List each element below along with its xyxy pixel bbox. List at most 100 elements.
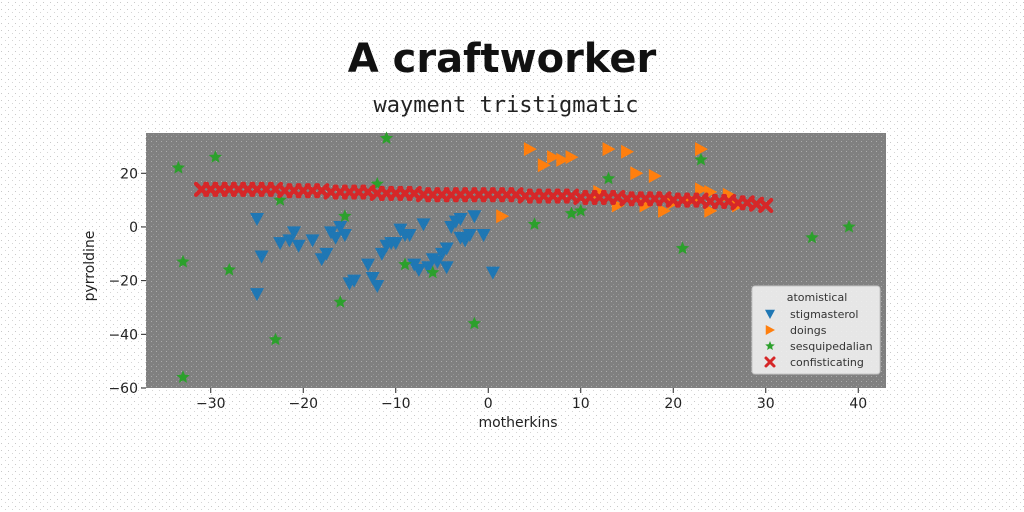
legend-items: stigmasterol doings sesquipedalian confisti…: [764, 308, 873, 369]
data-point-doings: [695, 142, 708, 157]
data-point-sesquipedalian: [208, 150, 222, 163]
legend-label-confisticating: confisticating: [790, 356, 864, 369]
data-point-stigmasterol: [347, 274, 362, 288]
data-point-stigmasterol: [254, 250, 269, 264]
x-tick-label: 40: [849, 396, 867, 412]
y-axis: −60 −40 −20 0 20: [108, 166, 146, 397]
data-point-stigmasterol: [476, 229, 491, 242]
data-point-stigmasterol: [388, 237, 403, 251]
data-point-stigmasterol: [411, 263, 426, 277]
data-point-sesquipedalian: [222, 262, 236, 276]
data-point-sesquipedalian: [527, 217, 542, 230]
x-tick-label: −30: [196, 396, 226, 412]
data-point-doings: [537, 158, 551, 173]
data-point-stigmasterol: [421, 261, 436, 275]
data-point-stigmasterol: [273, 237, 288, 251]
data-point-doings: [648, 168, 662, 183]
data-point-sesquipedalian: [467, 316, 481, 330]
y-tick-label: −20: [108, 274, 138, 290]
data-point-doings: [496, 209, 510, 224]
data-point-sesquipedalian: [273, 193, 287, 206]
data-point-sesquipedalian: [805, 230, 819, 244]
data-point-sesquipedalian: [574, 203, 588, 217]
data-point-stigmasterol: [337, 229, 352, 242]
data-point-sesquipedalian: [842, 219, 856, 233]
y-tick-label: −60: [108, 381, 138, 397]
data-point-stigmasterol: [365, 271, 380, 285]
data-point-doings: [547, 150, 560, 165]
legend-marker-stigmasterol: [765, 309, 775, 319]
data-point-doings: [565, 150, 579, 165]
data-point-stigmasterol: [453, 212, 468, 226]
data-point-stigmasterol: [361, 258, 375, 272]
y-tick-label: 20: [120, 166, 138, 182]
data-point-sesquipedalian: [379, 131, 394, 144]
data-point-stigmasterol: [462, 229, 477, 242]
legend-marker-doings: [765, 325, 775, 335]
legend-label-doings: doings: [790, 324, 827, 337]
series-confisticating: [193, 181, 774, 214]
data-point-sesquipedalian: [176, 370, 190, 383]
legend-marker-sesquipedalian: [765, 341, 775, 350]
series-marks: [171, 131, 856, 383]
data-point-doings: [602, 142, 616, 157]
series-stigmasterol: [250, 210, 500, 302]
data-point-sesquipedalian: [675, 241, 690, 255]
data-point-doings: [630, 166, 644, 181]
data-point-sesquipedalian: [398, 257, 412, 271]
data-point-confisticating: [758, 197, 774, 214]
legend-label-sesquipedalian: sesquipedalian: [790, 340, 873, 353]
data-point-stigmasterol: [282, 234, 297, 248]
legend-label-stigmasterol: stigmasterol: [790, 308, 858, 321]
data-point-stigmasterol: [430, 255, 445, 269]
legend-title: atomistical: [787, 291, 848, 304]
y-axis-label: pyrroldine: [82, 231, 98, 302]
data-point-sesquipedalian: [601, 171, 616, 185]
data-point-stigmasterol: [467, 210, 482, 224]
data-point-doings: [556, 152, 570, 167]
data-point-sesquipedalian: [268, 332, 283, 346]
data-point-stigmasterol: [416, 218, 431, 232]
data-point-doings: [658, 203, 671, 218]
data-point-sesquipedalian: [176, 254, 190, 268]
x-axis-label: motherkins: [478, 415, 557, 431]
legend: atomistical stigmasterol doings sesquipeda…: [751, 285, 881, 375]
data-point-stigmasterol: [250, 288, 264, 302]
series-sesquipedalian: [171, 131, 856, 383]
data-point-sesquipedalian: [426, 265, 440, 279]
chart-title: A craftworker: [348, 36, 657, 82]
data-point-sesquipedalian: [694, 152, 708, 166]
data-point-stigmasterol: [402, 229, 417, 242]
x-tick-label: 30: [757, 396, 775, 412]
legend-marker-confisticating: [764, 356, 776, 368]
data-point-stigmasterol: [439, 242, 454, 256]
data-point-stigmasterol: [328, 231, 343, 245]
data-point-stigmasterol: [250, 212, 264, 226]
chart-subtitle: wayment tristigmatic: [374, 93, 639, 118]
x-tick-label: 10: [572, 396, 590, 412]
x-tick-label: −10: [381, 396, 411, 412]
x-tick-label: 20: [664, 396, 682, 412]
x-tick-label: −20: [288, 396, 318, 412]
x-axis: −30 −20 −10 0 10 20 30 40: [196, 388, 867, 412]
data-point-stigmasterol: [287, 226, 301, 240]
legend-box: [751, 285, 881, 375]
data-point-doings: [621, 144, 634, 159]
data-point-doings: [523, 142, 537, 157]
data-point-stigmasterol: [291, 239, 306, 253]
y-tick-label: −40: [108, 327, 138, 343]
data-point-sesquipedalian: [564, 206, 579, 220]
data-point-sesquipedalian: [333, 295, 347, 308]
data-point-stigmasterol: [333, 220, 348, 234]
data-point-stigmasterol: [485, 266, 500, 280]
data-point-stigmasterol: [305, 234, 320, 248]
data-point-stigmasterol: [374, 247, 389, 261]
data-point-sesquipedalian: [171, 160, 185, 174]
x-tick-label: 0: [484, 396, 493, 412]
data-point-stigmasterol: [370, 280, 385, 293]
data-point-sesquipedalian: [338, 209, 352, 222]
data-point-stigmasterol: [319, 247, 334, 261]
y-tick-label: 0: [129, 220, 138, 236]
data-point-stigmasterol: [439, 261, 454, 275]
